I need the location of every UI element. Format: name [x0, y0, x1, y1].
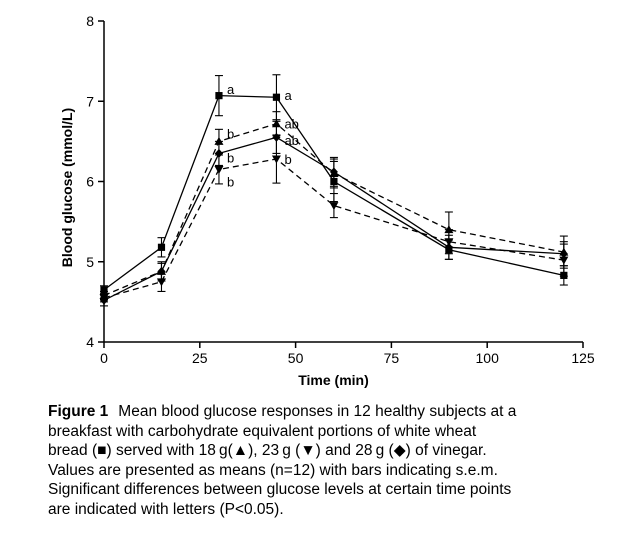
- data-point-diamond-45: [272, 132, 281, 142]
- y-tick-label-4: 4: [86, 334, 94, 350]
- caption-line-5: Significant differences between glucose …: [48, 481, 512, 498]
- x-tick-label-25: 25: [192, 350, 208, 366]
- chart-series: [99, 74, 569, 307]
- x-tick-label-0: 0: [100, 350, 108, 366]
- data-point-diamond-30: [214, 148, 223, 158]
- data-point-square-45: [272, 93, 281, 101]
- x-tick-label-125: 125: [571, 350, 595, 366]
- sig-letter-1: b: [227, 126, 234, 141]
- data-point-diamond-15: [157, 266, 166, 276]
- x-axis-title: Time (min): [298, 372, 369, 388]
- sig-letter-6: ab: [284, 133, 298, 148]
- data-point-diamond-120: [559, 249, 568, 259]
- sig-letter-2: b: [227, 150, 234, 165]
- x-tick-label-75: 75: [384, 350, 400, 366]
- data-point-diamond-0: [100, 295, 108, 305]
- y-tick-label-7: 7: [86, 93, 94, 109]
- data-point-square-15: [157, 243, 166, 251]
- figure-label: Figure 1: [48, 403, 109, 420]
- caption-line-4: Values are presented as means (n=12) wit…: [48, 461, 498, 479]
- data-point-triangle-down-15: [156, 278, 166, 287]
- y-axis-title: Blood glucose (mmol/L): [59, 108, 75, 267]
- x-tick-label-100: 100: [476, 350, 500, 366]
- sig-letter-5: ab: [284, 117, 298, 132]
- y-tick-label-8: 8: [86, 13, 94, 29]
- data-point-triangle-down-45: [271, 155, 281, 164]
- data-point-triangle-down-30: [214, 165, 224, 174]
- series-diamond: [100, 120, 568, 307]
- figure-caption: Figure 1 Mean blood glucose responses in …: [48, 402, 614, 519]
- sig-letter-7: b: [284, 152, 291, 167]
- data-point-diamond-90: [444, 242, 453, 252]
- x-tick-label-50: 50: [288, 350, 304, 366]
- data-point-square-0: [100, 286, 108, 294]
- caption-line-3: bread (■) served with 18 g(▲), 23 g (▼) …: [48, 442, 487, 459]
- data-point-diamond-60: [329, 167, 338, 177]
- y-tick-label-6: 6: [86, 174, 94, 190]
- caption-line-1: Figure 1 Mean blood glucose responses in …: [48, 402, 614, 422]
- caption-line-6: are indicated with letters (P<0.05).: [48, 500, 284, 518]
- caption-line-2: breakfast with carbohydrate equivalent p…: [48, 422, 477, 440]
- data-point-triangle-down-60: [329, 202, 339, 211]
- y-tick-label-5: 5: [86, 254, 94, 270]
- sig-letter-4: a: [284, 88, 292, 103]
- data-point-square-30: [215, 92, 223, 100]
- sig-letter-0: a: [227, 82, 235, 97]
- sig-letter-3: b: [227, 175, 234, 190]
- chart-axes: 4 5 6 7 8 0 25 50 75 100 125: [86, 13, 595, 366]
- caption-text-1: Mean blood glucose responses in 12 healt…: [118, 403, 517, 420]
